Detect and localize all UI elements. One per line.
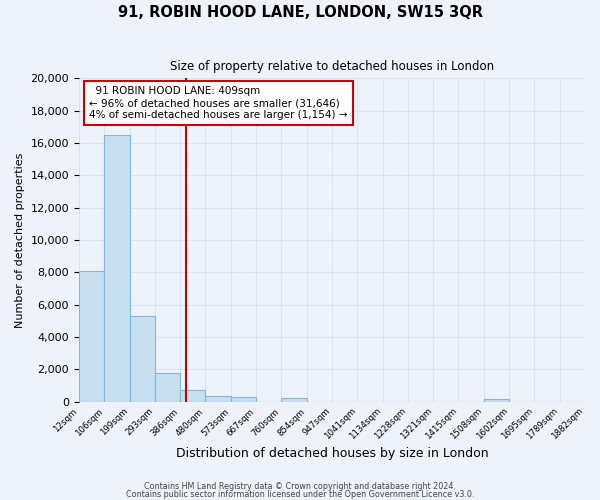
- Bar: [155, 374, 180, 402]
- Text: 91, ROBIN HOOD LANE, LONDON, SW15 3QR: 91, ROBIN HOOD LANE, LONDON, SW15 3QR: [118, 5, 482, 20]
- Bar: [79, 270, 104, 402]
- Y-axis label: Number of detached properties: Number of detached properties: [15, 152, 25, 328]
- Title: Size of property relative to detached houses in London: Size of property relative to detached ho…: [170, 60, 494, 73]
- Bar: [104, 135, 130, 402]
- Text: Contains HM Land Registry data © Crown copyright and database right 2024.: Contains HM Land Registry data © Crown c…: [144, 482, 456, 491]
- Bar: [231, 397, 256, 402]
- Text: Contains public sector information licensed under the Open Government Licence v3: Contains public sector information licen…: [126, 490, 474, 499]
- Bar: [180, 390, 205, 402]
- Text: 91 ROBIN HOOD LANE: 409sqm
← 96% of detached houses are smaller (31,646)
4% of s: 91 ROBIN HOOD LANE: 409sqm ← 96% of deta…: [89, 86, 347, 120]
- Bar: [205, 396, 231, 402]
- Bar: [281, 398, 307, 402]
- Bar: [484, 399, 509, 402]
- Bar: [130, 316, 155, 402]
- X-axis label: Distribution of detached houses by size in London: Distribution of detached houses by size …: [176, 447, 488, 460]
